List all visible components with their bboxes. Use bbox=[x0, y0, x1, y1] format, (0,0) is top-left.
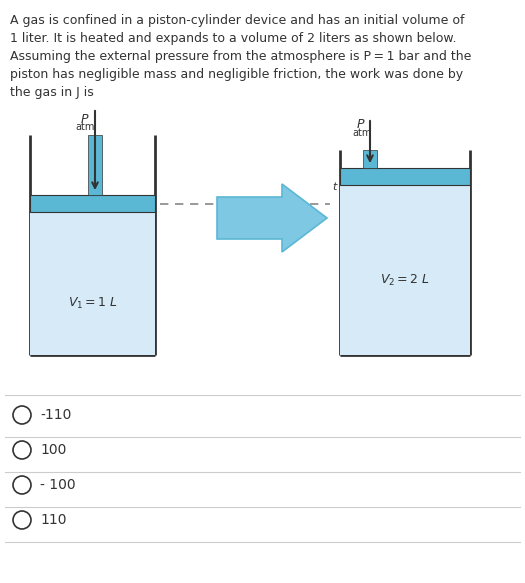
Text: the gas in J is: the gas in J is bbox=[10, 86, 94, 99]
Text: $V_2 = 2$ L: $V_2 = 2$ L bbox=[380, 272, 430, 287]
Polygon shape bbox=[217, 184, 327, 252]
Bar bbox=[30, 212, 155, 355]
Text: A gas is confined in a piston-cylinder device and has an initial volume of: A gas is confined in a piston-cylinder d… bbox=[10, 14, 465, 27]
Text: 1 liter. It is heated and expands to a volume of 2 liters as shown below.: 1 liter. It is heated and expands to a v… bbox=[10, 32, 457, 45]
Text: $V_1 = 1$ L: $V_1 = 1$ L bbox=[68, 296, 118, 311]
Text: 110: 110 bbox=[40, 513, 67, 527]
Text: 100: 100 bbox=[40, 443, 66, 457]
Text: atm: atm bbox=[76, 122, 95, 132]
Text: -110: -110 bbox=[40, 408, 71, 422]
Bar bbox=[340, 168, 470, 185]
Bar bbox=[340, 185, 470, 355]
Bar bbox=[30, 195, 155, 212]
Bar bbox=[88, 135, 102, 195]
Text: $P$: $P$ bbox=[80, 113, 90, 126]
Bar bbox=[363, 150, 377, 168]
Text: $P$: $P$ bbox=[356, 118, 366, 131]
Text: piston has negligible mass and negligible friction, the work was done by: piston has negligible mass and negligibl… bbox=[10, 68, 463, 81]
Text: Assuming the external pressure from the atmosphere is P = 1 bar and the: Assuming the external pressure from the … bbox=[10, 50, 471, 63]
Text: $t$: $t$ bbox=[332, 180, 339, 191]
Text: atm: atm bbox=[353, 128, 372, 138]
Text: - 100: - 100 bbox=[40, 478, 76, 492]
